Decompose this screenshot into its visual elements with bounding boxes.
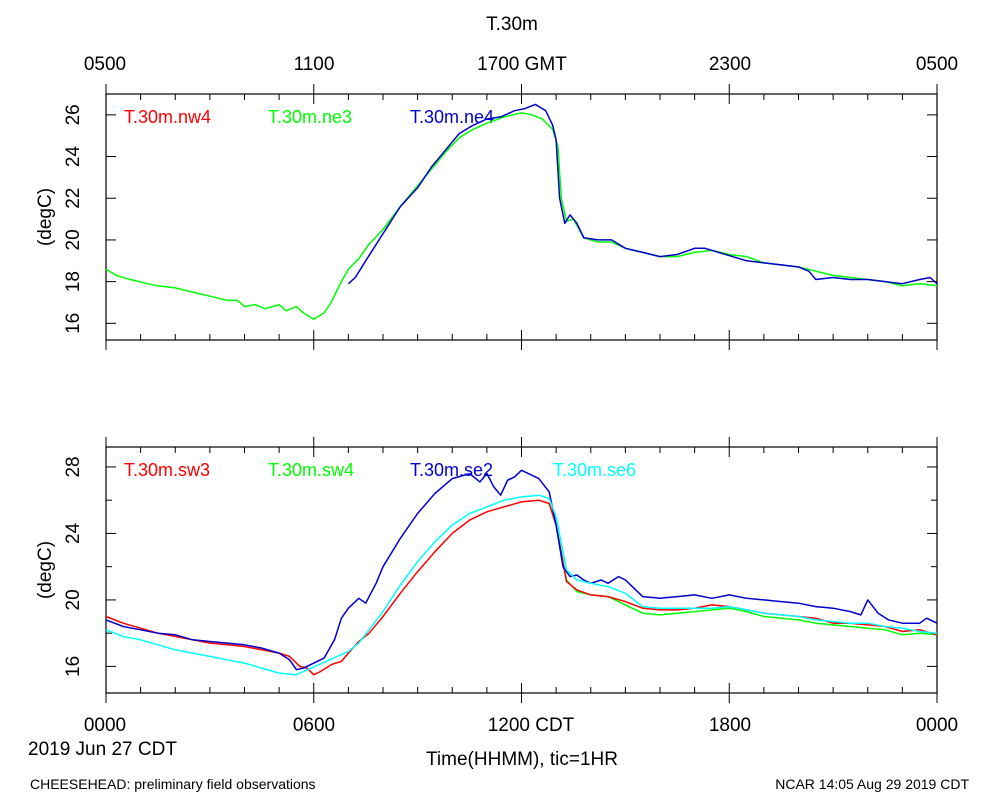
bottom-axis-label: 1800 bbox=[709, 715, 751, 736]
y-tick-label: 22 bbox=[63, 188, 84, 209]
y-tick-label: 16 bbox=[63, 313, 84, 334]
footer-right: NCAR 14:05 Aug 29 2019 CDT bbox=[775, 776, 969, 792]
series-line-t-30m-ne3 bbox=[105, 112, 938, 320]
y-tick-label: 26 bbox=[63, 104, 84, 125]
legend-entry: T.30m.sw4 bbox=[268, 460, 354, 480]
y-tick-label: 24 bbox=[63, 146, 84, 168]
bottom-panel: (degC) T.30m.sw3 T.30m.sw4 T.30m.se2 T.3… bbox=[35, 437, 938, 703]
legend-entry: T.30m.ne3 bbox=[268, 107, 352, 127]
y-axis-label: (degC) bbox=[35, 541, 56, 599]
x-axis-title: Time(HHMM), tic=1HR bbox=[426, 749, 618, 770]
bottom-axis-label: 0000 bbox=[84, 715, 126, 736]
legend-entry: T.30m.nw4 bbox=[124, 107, 211, 127]
legend-entry: T.30m.se2 bbox=[410, 460, 493, 480]
top-axis-label: 0500 bbox=[84, 54, 126, 75]
top-panel: (degC) T.30m.nw4 T.30m.ne3 T.30m.ne4 16 1… bbox=[35, 84, 938, 350]
y-tick-label: 20 bbox=[63, 589, 84, 610]
y-tick-label: 18 bbox=[63, 271, 84, 292]
chart-title: T.30m bbox=[486, 14, 538, 35]
series-line-t-30m-ne4 bbox=[347, 103, 938, 285]
bottom-axis-label: 0600 bbox=[293, 715, 335, 736]
top-axis-label: 2300 bbox=[709, 54, 751, 75]
y-tick-label: 20 bbox=[63, 229, 84, 250]
legend-entry: T.30m.ne4 bbox=[410, 107, 494, 127]
bottom-axis-label: 1200 CDT bbox=[488, 715, 575, 736]
legend-entry: T.30m.sw3 bbox=[124, 460, 210, 480]
top-axis-label: 0500 bbox=[916, 54, 958, 75]
y-tick-label: 28 bbox=[63, 456, 84, 477]
series-line-t-30m-se6 bbox=[105, 494, 938, 676]
plot-frame bbox=[105, 446, 938, 694]
date-label: 2019 Jun 27 CDT bbox=[28, 739, 177, 760]
y-axis-label: (degC) bbox=[35, 188, 56, 246]
legend-entry: T.30m.se6 bbox=[553, 460, 636, 480]
bottom-axis-label: 0000 bbox=[916, 715, 958, 736]
series-line-t-30m-sw3 bbox=[105, 499, 938, 676]
series-line-t-30m-se2 bbox=[105, 469, 938, 671]
top-axis-label: 1100 bbox=[294, 54, 335, 75]
series-line-t-30m-sw4 bbox=[548, 503, 938, 636]
y-tick-label: 16 bbox=[63, 656, 84, 677]
y-tick-label: 24 bbox=[63, 522, 84, 544]
plot-frame bbox=[105, 93, 938, 341]
footer-left: CHEESEHEAD: preliminary field observatio… bbox=[30, 776, 316, 792]
top-axis-label: 1700 GMT bbox=[477, 54, 567, 75]
